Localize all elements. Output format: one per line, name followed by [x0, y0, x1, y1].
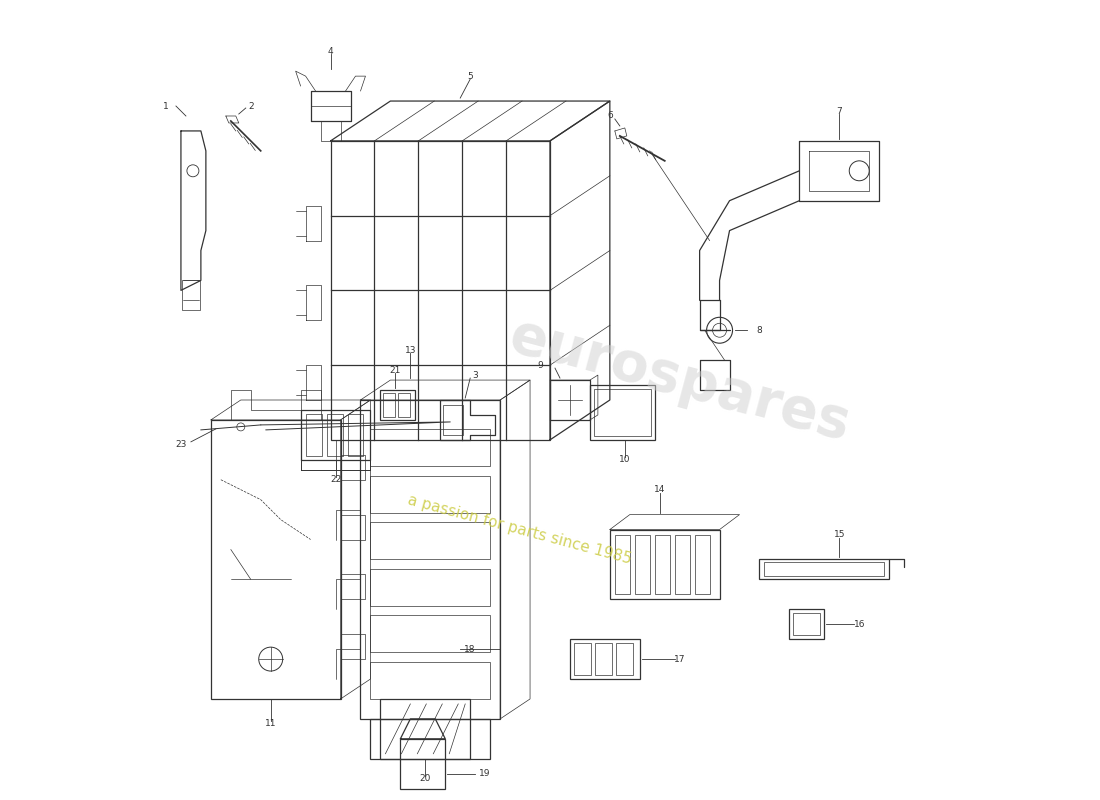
Bar	[211, 420, 341, 699]
Bar	[348, 414, 363, 456]
Text: a passion for parts since 1985: a passion for parts since 1985	[406, 492, 634, 566]
Bar	[384, 393, 395, 417]
Text: 22: 22	[330, 475, 341, 484]
Text: 8: 8	[757, 326, 762, 334]
Bar	[381, 699, 470, 758]
Bar	[306, 414, 321, 456]
Text: 5: 5	[468, 72, 473, 81]
Text: 3: 3	[472, 370, 478, 379]
Text: 6: 6	[607, 111, 613, 121]
Bar	[595, 643, 612, 675]
Text: 4: 4	[328, 46, 333, 56]
Bar	[381, 390, 416, 420]
Bar	[574, 643, 591, 675]
Bar	[609, 530, 719, 599]
Text: 16: 16	[854, 620, 865, 629]
Bar	[590, 385, 654, 440]
Text: 17: 17	[674, 654, 685, 663]
Bar	[635, 534, 650, 594]
Text: 2: 2	[248, 102, 254, 110]
Bar	[400, 739, 446, 789]
Bar	[793, 614, 821, 635]
Text: 11: 11	[265, 719, 276, 728]
Bar	[443, 405, 463, 435]
Bar	[759, 559, 889, 579]
Text: 21: 21	[389, 366, 402, 374]
Bar	[182, 281, 200, 310]
Bar	[398, 393, 410, 417]
Bar	[327, 414, 342, 456]
Text: 19: 19	[480, 769, 491, 778]
Text: 18: 18	[464, 645, 476, 654]
Text: eurospares: eurospares	[504, 309, 856, 451]
Text: 13: 13	[405, 346, 416, 354]
Text: 23: 23	[175, 440, 187, 450]
Bar	[674, 534, 690, 594]
Text: 15: 15	[834, 530, 845, 539]
Bar	[371, 719, 491, 758]
Text: 1: 1	[163, 102, 168, 110]
Text: 7: 7	[836, 106, 843, 115]
Bar	[371, 615, 491, 653]
Bar	[361, 400, 500, 719]
Bar	[570, 639, 640, 679]
Bar	[594, 389, 651, 436]
Text: 14: 14	[654, 485, 666, 494]
Bar	[371, 522, 491, 559]
Bar	[371, 476, 491, 513]
Bar	[371, 569, 491, 606]
Bar	[615, 534, 630, 594]
Bar	[764, 562, 884, 576]
Bar	[654, 534, 670, 594]
Bar	[616, 643, 632, 675]
Text: 10: 10	[619, 455, 630, 464]
Bar	[694, 534, 710, 594]
Bar	[331, 141, 550, 440]
Bar	[790, 610, 824, 639]
Bar	[371, 662, 491, 699]
Text: 20: 20	[419, 774, 431, 783]
Bar	[371, 430, 491, 466]
Text: 9: 9	[537, 361, 543, 370]
